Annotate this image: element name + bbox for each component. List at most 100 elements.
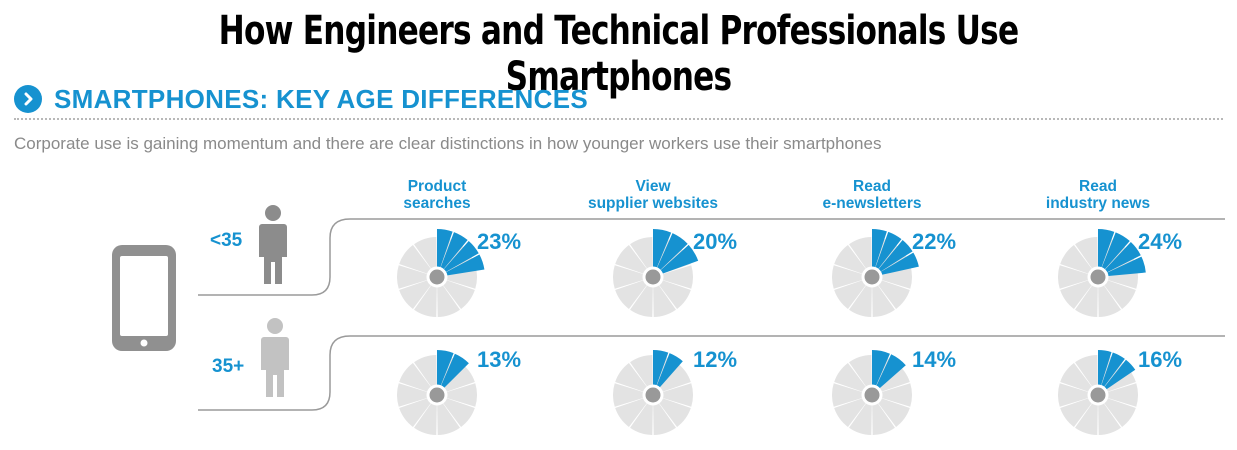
pie-background-wedge bbox=[877, 363, 910, 393]
pie-value-wedge bbox=[442, 240, 479, 273]
pie-background-wedge bbox=[615, 397, 648, 427]
person-dark-icon bbox=[259, 205, 287, 284]
pie-background-wedge bbox=[1058, 265, 1090, 289]
pie-background-wedge bbox=[1060, 363, 1093, 393]
pie-background-wedge bbox=[442, 279, 475, 309]
usage-pie: 23% bbox=[397, 229, 521, 317]
pie-background-wedge bbox=[1075, 402, 1098, 435]
pie-background-wedge bbox=[849, 402, 872, 435]
pie-background-wedge bbox=[877, 279, 910, 309]
pie-background-wedge bbox=[658, 279, 691, 309]
column-label-line2: industry news bbox=[1045, 195, 1151, 212]
pie-background-wedge bbox=[615, 279, 648, 309]
section-subtitle: Corporate use is gaining momentum and th… bbox=[14, 134, 882, 153]
pie-background-wedge bbox=[653, 402, 676, 435]
pie-background-wedge bbox=[414, 402, 437, 435]
data-label-percent: 14% bbox=[912, 347, 956, 372]
pie-background-wedge bbox=[1075, 284, 1098, 317]
pie-background-wedge bbox=[442, 363, 475, 393]
pie-background-wedge bbox=[615, 363, 648, 393]
pie-value-wedge bbox=[444, 254, 485, 276]
pie-background-wedge bbox=[834, 245, 867, 275]
usage-pie: 13% bbox=[397, 347, 521, 435]
pie-value-wedge bbox=[872, 350, 890, 387]
pie-value-wedge bbox=[1098, 229, 1115, 269]
pie-background-wedge bbox=[1103, 397, 1136, 427]
pie-center-dot bbox=[1087, 384, 1109, 406]
age-label-under-35: <35 bbox=[210, 230, 243, 251]
pie-background-wedge bbox=[445, 383, 477, 407]
pie-background-wedge bbox=[1103, 279, 1136, 309]
pie-background-wedge bbox=[399, 397, 432, 427]
pie-value-wedge bbox=[659, 244, 699, 274]
pie-value-wedge bbox=[440, 232, 468, 271]
usage-pie: 24% bbox=[1058, 229, 1182, 317]
pie-background-wedge bbox=[399, 279, 432, 309]
pie-background-wedge bbox=[1075, 355, 1098, 388]
pie-background-wedge bbox=[1106, 383, 1138, 407]
pie-center-dot bbox=[861, 266, 883, 288]
pie-center-dot bbox=[426, 266, 448, 288]
pie-background-wedge bbox=[414, 237, 437, 270]
pie-background-wedge bbox=[397, 265, 429, 289]
pie-value-wedge bbox=[656, 353, 683, 389]
pie-background-wedge bbox=[442, 397, 475, 427]
usage-pie: 16% bbox=[1058, 347, 1182, 435]
page-title: How Engineers and Technical Professional… bbox=[218, 8, 1019, 100]
person-light-icon bbox=[261, 318, 289, 397]
data-label-percent: 20% bbox=[693, 229, 737, 254]
pie-background-wedge bbox=[1060, 245, 1093, 275]
pie-value-wedge bbox=[656, 233, 688, 271]
pie-background-wedge bbox=[834, 279, 867, 309]
pie-background-wedge bbox=[437, 402, 460, 435]
dotted-divider bbox=[14, 118, 1223, 120]
column-label-line1: Read bbox=[1079, 178, 1117, 195]
data-label-percent: 22% bbox=[912, 229, 956, 254]
data-label-percent: 12% bbox=[693, 347, 737, 372]
pie-background-wedge bbox=[834, 397, 867, 427]
pie-value-wedge bbox=[875, 231, 902, 270]
data-label-percent: 24% bbox=[1138, 229, 1182, 254]
pie-background-wedge bbox=[437, 284, 460, 317]
pie-value-wedge bbox=[872, 229, 887, 269]
data-label-percent: 16% bbox=[1138, 347, 1182, 372]
column-label-line2: searches bbox=[403, 195, 471, 212]
pie-value-wedge bbox=[1104, 242, 1141, 273]
pie-background-wedge bbox=[630, 237, 653, 270]
column-label-supplier-websites: View supplier websites bbox=[553, 178, 753, 212]
pie-background-wedge bbox=[630, 402, 653, 435]
pie-background-wedge bbox=[872, 402, 895, 435]
pie-center-dot bbox=[642, 384, 664, 406]
pie-background-wedge bbox=[849, 237, 872, 270]
pie-value-wedge bbox=[1101, 232, 1130, 271]
pie-background-wedge bbox=[615, 245, 648, 275]
pie-background-wedge bbox=[834, 363, 867, 393]
pie-background-wedge bbox=[1098, 402, 1121, 435]
pie-background-wedge bbox=[880, 265, 912, 289]
pie-background-wedge bbox=[877, 397, 910, 427]
pie-value-wedge bbox=[1098, 350, 1112, 387]
column-label-line2: supplier websites bbox=[587, 195, 719, 212]
column-label-line1: Read bbox=[853, 178, 891, 195]
pie-value-wedge bbox=[1103, 359, 1136, 390]
pie-background-wedge bbox=[849, 284, 872, 317]
pie-background-wedge bbox=[414, 284, 437, 317]
pie-background-wedge bbox=[880, 383, 912, 407]
column-label-line1: View bbox=[635, 178, 671, 195]
pie-background-wedge bbox=[613, 383, 645, 407]
pie-background-wedge bbox=[849, 355, 872, 388]
pie-background-wedge bbox=[399, 245, 432, 275]
pie-center-dot bbox=[861, 384, 883, 406]
data-label-percent: 13% bbox=[477, 347, 521, 372]
pie-value-wedge bbox=[437, 229, 453, 269]
column-label-e-newsletters: Read e-newsletters bbox=[772, 178, 972, 212]
chevron-right-icon bbox=[14, 85, 42, 113]
pie-background-wedge bbox=[658, 397, 691, 427]
pie-center-dot bbox=[426, 384, 448, 406]
usage-pie: 22% bbox=[832, 229, 956, 317]
pie-value-wedge bbox=[875, 354, 906, 390]
pie-background-wedge bbox=[399, 363, 432, 393]
pie-background-wedge bbox=[658, 363, 691, 393]
section-header: SMARTPHONES: KEY AGE DIFFERENCES bbox=[14, 82, 588, 116]
pie-background-wedge bbox=[1060, 397, 1093, 427]
